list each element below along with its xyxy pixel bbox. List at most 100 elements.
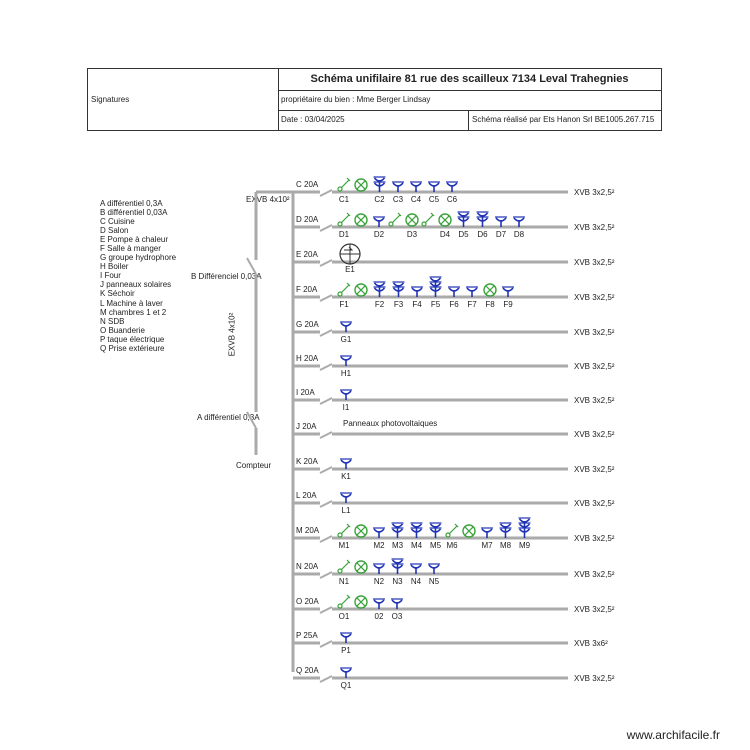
meter-label: Compteur [236,461,272,470]
switch-icon [337,212,351,227]
device-label: N4 [411,577,422,586]
cable-label: XVB 3x2,5² [574,188,615,197]
breaker-symbol [319,189,333,197]
socket-icon [373,216,385,227]
title-block: Signatures Schéma unifilaire 81 rue des … [87,68,662,131]
socket-icon [448,286,460,297]
circuit-n [293,558,568,579]
cable-label: XVB 3x2,5² [574,396,615,405]
socket-icon [373,563,385,574]
device-label: L1 [342,506,351,515]
circuit-d [293,211,568,232]
device-label: M3 [392,541,404,550]
date-text: Date : 03/04/2025 [281,115,345,124]
socket-icon [428,563,440,574]
breaker-symbol [319,535,333,543]
cable-label: XVB 3x2,5² [574,430,615,439]
breaker-label: D 20A [296,215,319,224]
device-label: D1 [339,230,350,239]
socket-icon [410,181,422,192]
socket-icon [391,522,404,538]
socket-icon [429,522,442,538]
legend-item: B différentiel 0,03A [100,208,168,218]
legend-item: C Cuisine [100,217,135,227]
socket-icon [373,176,386,192]
legend-item: I Four [100,271,121,281]
device-label: D8 [514,230,525,239]
lamp-icon [354,213,368,227]
circuit-e [293,243,568,267]
switch-icon [388,212,402,227]
socket-icon [410,522,423,538]
owner-text: propriétaire du bien : Mme Berger Lindsa… [281,95,431,104]
socket-icon [340,321,352,332]
breaker-label: C 20A [296,180,319,189]
socket-icon [340,632,352,643]
socket-icon [340,667,352,678]
legend-item: F Salle à manger [100,244,161,254]
device-label: F7 [467,300,477,309]
device-label: O3 [392,612,403,621]
lamp-icon [354,524,368,538]
breaker-label: M 20A [296,526,320,535]
cable-label: XVB 3x2,5² [574,362,615,371]
socket-icon [502,286,514,297]
breaker-label: L 20A [296,491,317,500]
lamp-icon [438,213,452,227]
legend-item: L Machine à laver [100,298,163,308]
circuit-i [293,389,568,405]
breaker-symbol [319,259,333,267]
device-label: M7 [481,541,493,550]
circuit-k [293,458,568,474]
socket-icon [410,563,422,574]
circuit-p [293,632,568,648]
switch-icon [337,594,351,609]
breaker-symbol [319,294,333,302]
device-label: P1 [341,646,351,655]
cable-label: XVB 3x2,5² [574,674,615,683]
socket-icon [499,522,512,538]
breaker-label: N 20A [296,562,319,571]
legend-item: G groupe hydrophore [100,253,177,263]
legend-item: O Buanderie [100,325,145,335]
signatures-label: Signatures [91,95,130,104]
heat-pump-icon [339,243,361,265]
device-label: N2 [374,577,385,586]
socket-icon [340,492,352,503]
device-label: H1 [341,369,352,378]
main-feeder-lines [246,190,295,672]
device-label: I1 [343,403,350,412]
device-label: F3 [394,300,404,309]
socket-icon [481,527,493,538]
circuit-c [293,176,568,197]
switch-icon [337,523,351,538]
device-label: C2 [374,195,385,204]
socket-icon [476,211,489,227]
device-label: 02 [375,612,384,621]
device-label: C5 [429,195,440,204]
device-label: M9 [519,541,531,550]
breaker-symbol [319,571,333,579]
breaker-label: O 20A [296,597,319,606]
socket-icon [518,517,531,538]
breaker-symbol [319,675,333,683]
circuit-f [293,276,568,302]
device-label: D2 [374,230,385,239]
breaker-label: G 20A [296,320,319,329]
date-author-separator [468,110,469,130]
device-label: N3 [392,577,403,586]
switch-icon [421,212,435,227]
device-label: F4 [412,300,422,309]
circuit-g [293,321,568,337]
breaker-label: F 20A [296,285,318,294]
circuit-group: C 20A XVB 3x2,5² C1 C2 C3 C4 C5 C6 D 20A XVB 3x2,… [293,176,615,690]
diagram-title: Schéma unifilaire 81 rue des scailleux 7… [310,73,629,85]
lamp-icon [483,283,497,297]
switch-icon [337,282,351,297]
switch-icon [337,177,351,192]
device-label: F2 [375,300,385,309]
cable-label: XVB 3x2,5² [574,258,615,267]
author-text: Schéma réalisé par Ets Hanon Srl BE1005.… [472,115,655,124]
device-label: C6 [447,195,458,204]
